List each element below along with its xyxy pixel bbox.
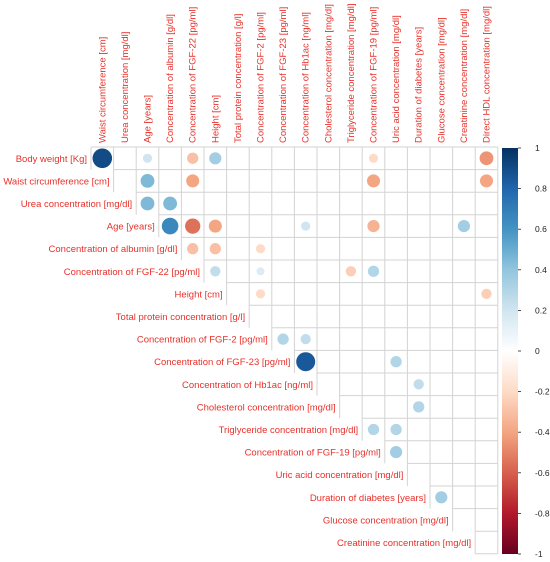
column-label-total-protein-concentration-g-l: Total protein concentration [g/l]: [233, 14, 244, 143]
column-label-concentration-of-hb1ac-ng-ml: Concentration of Hb1ac [ng/ml]: [301, 12, 312, 143]
column-label-concentration-of-albumin-g-dl: Concentration of albumin [g/dl]: [165, 14, 176, 143]
column-label-age-years: Age [years]: [143, 95, 154, 143]
correlation-circle: [161, 217, 179, 235]
legend-tick-label: 0.6: [535, 224, 547, 234]
correlation-circle: [390, 356, 402, 368]
legend-tick-label: -0.4: [535, 427, 550, 437]
legend-tick-label: 0.8: [535, 184, 547, 194]
row-label-concentration-of-hb1ac-ng-ml: Concentration of Hb1ac [ng/ml]: [182, 380, 313, 391]
correlation-circle: [187, 243, 199, 255]
column-label-creatinine-concentration-mg-dl: Creatinine concentration [mg/dl]: [459, 9, 470, 143]
correlation-circle: [256, 267, 265, 276]
correlation-circle: [255, 244, 266, 254]
correlation-circles: [92, 148, 494, 504]
column-label-uric-acid-concentration-mg-dl: Uric acid concentration [mg/dl]: [391, 15, 402, 143]
correlation-circle: [413, 401, 425, 413]
column-label-waist-circumference-cm: Waist circumference [cm]: [97, 37, 108, 143]
column-label-concentration-of-fgf-2-pg-ml: Concentration of FGF-2 [pg/ml]: [256, 12, 267, 143]
legend-tick-label: -0.2: [535, 387, 550, 397]
column-label-glucose-concentration-mg-dl: Glucose concentration [mg/dl]: [436, 17, 447, 143]
correlation-circle: [208, 219, 222, 233]
legend-tick-label: -0.6: [535, 468, 550, 478]
legend-tick-label: 0.4: [535, 265, 547, 275]
correlation-circle: [277, 333, 289, 345]
correlation-circle: [92, 148, 113, 169]
row-label-concentration-of-fgf-22-pg-ml: Concentration of FGF-22 [pg/ml]: [64, 267, 200, 278]
correlation-circle: [368, 153, 379, 163]
column-label-concentration-of-fgf-22-pg-ml: Concentration of FGF-22 [pg/ml]: [188, 7, 199, 143]
correlation-circle: [479, 151, 494, 166]
correlation-circle: [296, 352, 316, 372]
column-labels: Waist circumference [cm] Urea concentrati…: [97, 3, 492, 143]
row-label-concentration-of-fgf-23-pg-ml: Concentration of FGF-23 [pg/ml]: [154, 357, 290, 368]
correlation-circle: [187, 152, 199, 164]
correlation-circle: [413, 379, 424, 390]
correlation-circle: [300, 333, 311, 345]
row-label-height-cm: Height [cm]: [175, 289, 223, 300]
row-label-body-weight-kg: Body weight [Kg]: [16, 154, 87, 165]
legend-tick-label: -1: [535, 549, 543, 559]
correlation-circle: [140, 173, 155, 188]
correlation-circle: [209, 243, 221, 255]
correlation-circle: [366, 174, 381, 188]
legend-tick-label: 0: [535, 346, 540, 356]
column-label-duration-of-diabetes-years: Duration of diabetes [years]: [414, 27, 425, 143]
correlation-circle: [186, 174, 200, 188]
correlation-circle: [185, 218, 201, 234]
color-legend-bar: [502, 148, 518, 554]
row-label-age-years: Age [years]: [107, 222, 155, 233]
correlation-circle: [367, 265, 380, 277]
row-labels: Body weight [Kg] Waist circumference [cm]…: [3, 154, 471, 549]
correlation-circle: [345, 266, 357, 277]
column-label-triglyceride-concentration-mg-dl: Triglyceride concentration [mg/dl]: [346, 3, 357, 143]
column-label-cholesterol-concentration-mg-dl: Cholesterol concentration [mg/dl]: [323, 4, 334, 143]
row-label-concentration-of-albumin-g-dl: Concentration of albumin [g/dl]: [49, 244, 178, 255]
correlation-circle: [140, 196, 155, 211]
legend-tick-label: 0.2: [535, 305, 547, 315]
row-label-creatinine-concentration-mg-dl: Creatinine concentration [mg/dl]: [337, 538, 471, 549]
correlation-circle: [481, 288, 492, 300]
correlation-circle: [301, 221, 311, 231]
column-label-concentration-of-fgf-19-pg-ml: Concentration of FGF-19 [pg/ml]: [369, 7, 380, 143]
correlation-circle: [390, 446, 403, 459]
column-label-height-cm: Height [cm]: [210, 95, 221, 143]
row-label-total-protein-concentration-g-l: Total protein concentration [g/l]: [116, 312, 245, 323]
correlation-circle: [163, 196, 178, 211]
row-label-concentration-of-fgf-2-pg-ml: Concentration of FGF-2 [pg/ml]: [137, 335, 268, 346]
row-label-cholesterol-concentration-mg-dl: Cholesterol concentration [mg/dl]: [197, 402, 336, 413]
row-label-glucose-concentration-mg-dl: Glucose concentration [mg/dl]: [323, 515, 449, 526]
color-legend: 1 0.8 0.6 0.4 0.2 0 -0.2 -0.4 -0.6 -0.8 -1: [502, 143, 550, 559]
correlation-circle: [367, 220, 380, 233]
row-label-waist-circumference-cm: Waist circumference [cm]: [3, 176, 109, 187]
color-legend-ticks: 1 0.8 0.6 0.4 0.2 0 -0.2 -0.4 -0.6 -0.8 -1: [518, 143, 550, 559]
correlation-circle: [255, 289, 266, 299]
column-label-urea-concentration-mg-dl: Urea concentration [mg/dl]: [120, 32, 131, 143]
correlation-circle: [435, 491, 448, 504]
row-label-triglyceride-concentration-mg-dl: Triglyceride concentration [mg/dl]: [219, 425, 359, 436]
correlation-circle: [390, 423, 402, 436]
correlation-circle: [142, 153, 153, 163]
row-label-uric-acid-concentration-mg-dl: Uric acid concentration [mg/dl]: [276, 470, 404, 481]
grid: [90, 146, 499, 555]
row-label-concentration-of-fgf-19-pg-ml: Concentration of FGF-19 [pg/ml]: [245, 448, 381, 459]
correlation-circle: [210, 266, 221, 277]
correlation-circle: [367, 423, 380, 436]
correlation-circle: [457, 220, 470, 233]
column-label-direct-hdl-concentration-mg-dl: Direct HDL concentration [mg/dl]: [482, 6, 493, 143]
row-label-duration-of-diabetes-years: Duration of diabetes [years]: [310, 493, 426, 504]
row-label-urea-concentration-mg-dl: Urea concentration [mg/dl]: [21, 199, 132, 210]
correlation-circle: [479, 174, 494, 188]
column-label-concentration-of-fgf-23-pg-ml: Concentration of FGF-23 [pg/ml]: [278, 7, 289, 143]
legend-tick-label: 1: [535, 143, 540, 153]
correlation-circle: [209, 152, 222, 165]
legend-tick-label: -0.8: [535, 508, 550, 518]
